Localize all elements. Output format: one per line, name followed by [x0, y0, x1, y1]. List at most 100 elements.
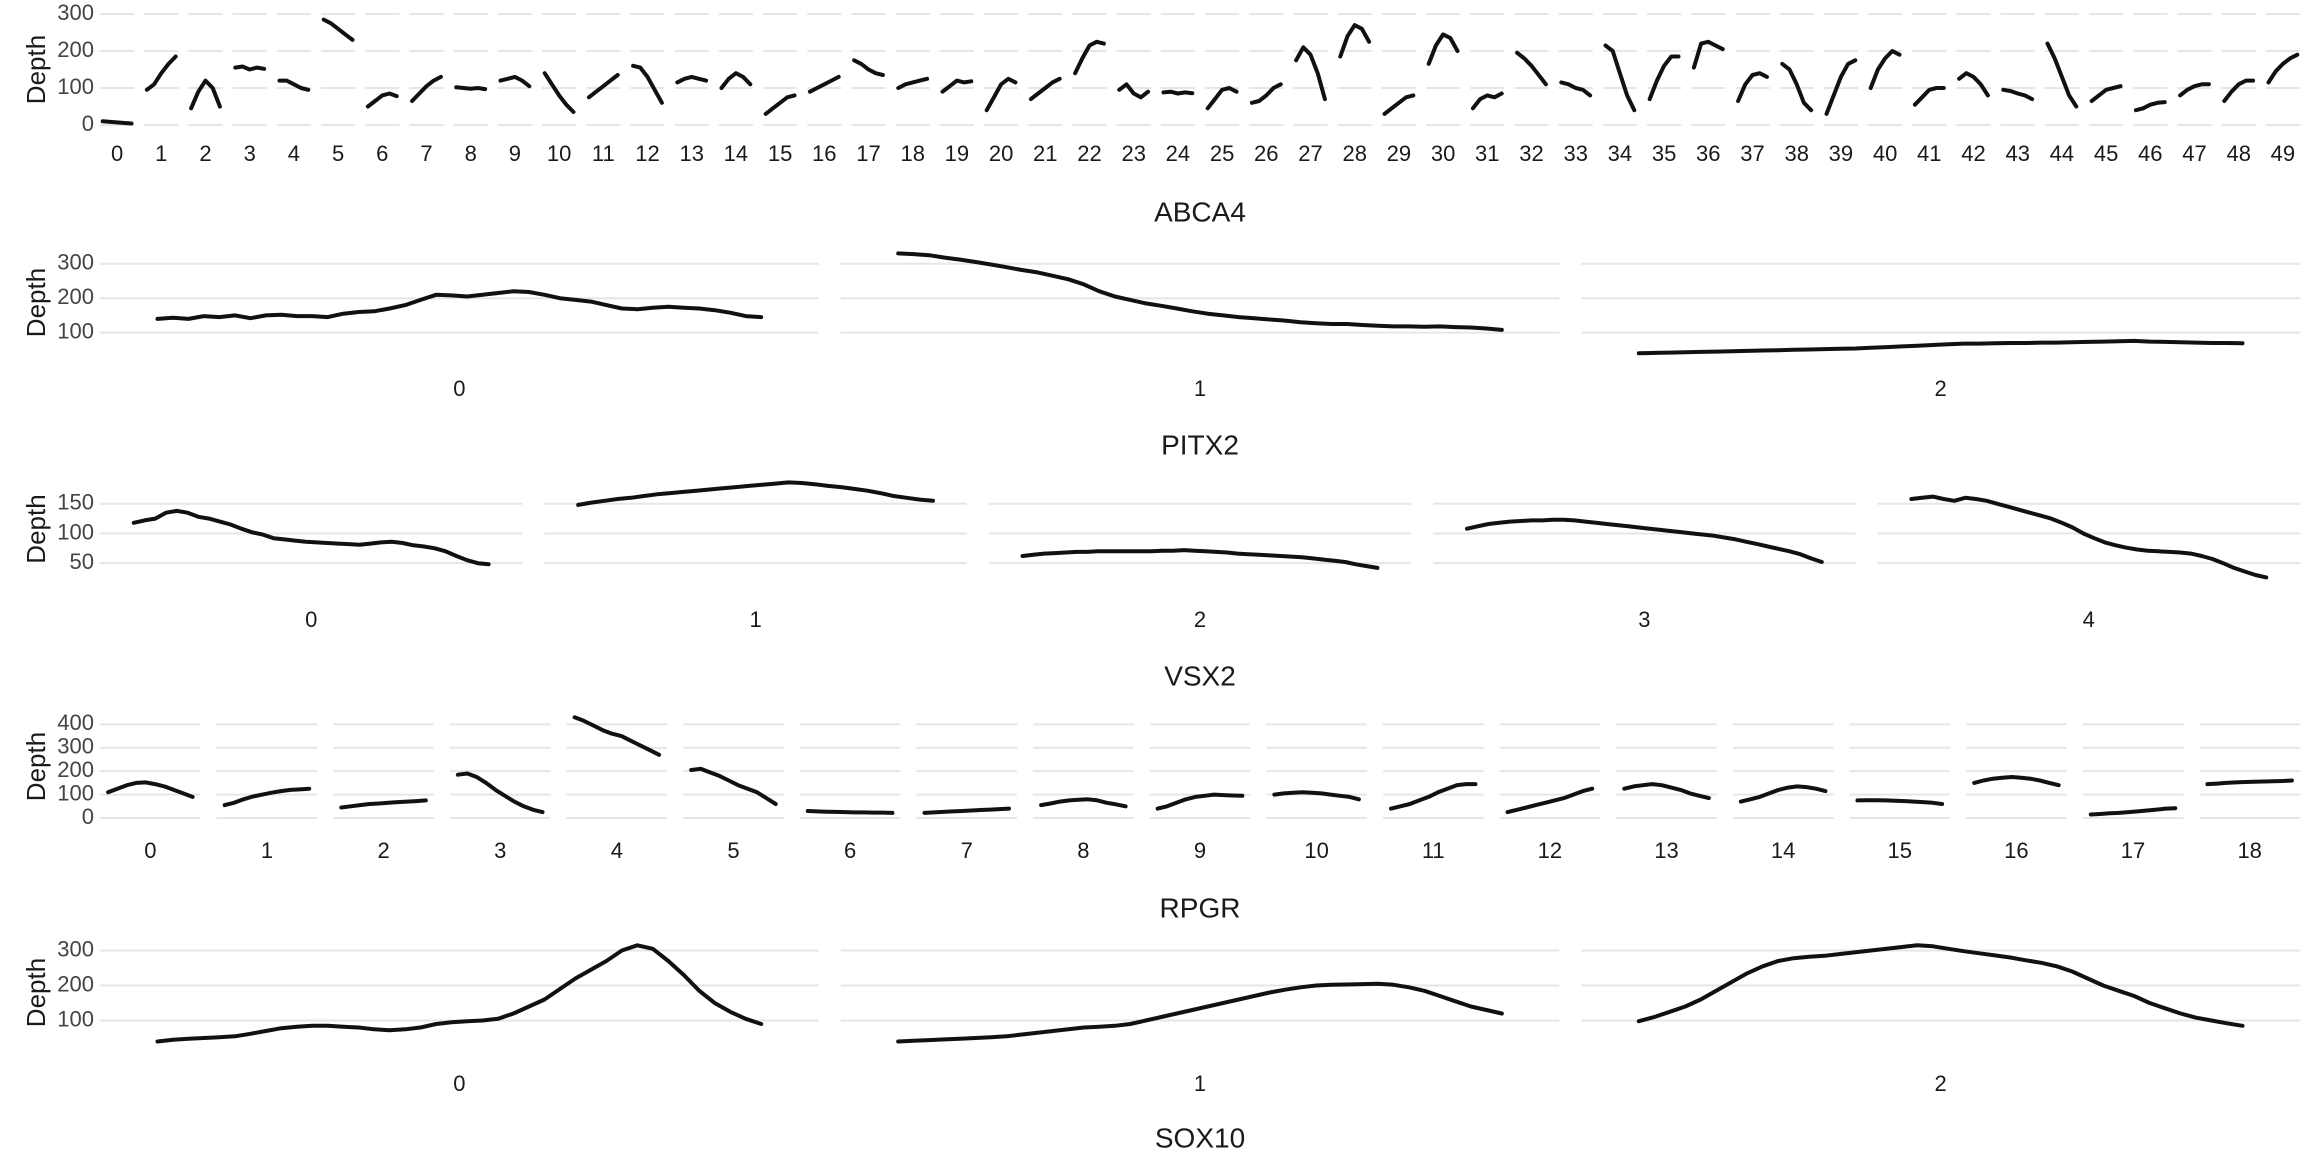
y-axis-title-sox10: Depth	[21, 958, 51, 1027]
series-line-abca4-25	[1205, 86, 1239, 111]
facet-label: 4	[611, 838, 623, 863]
y-tick-label: 0	[82, 111, 94, 136]
series-line-abca4-18	[896, 76, 930, 90]
series-line-rpgr-8	[1039, 797, 1128, 809]
series-line-rpgr-4	[572, 715, 662, 757]
facet-label: 0	[453, 376, 465, 401]
series-line-abca4-12	[631, 63, 664, 105]
y-tick-label: 50	[70, 549, 94, 574]
facet-label: 12	[635, 141, 659, 166]
facet-label: 45	[2094, 141, 2118, 166]
facet-label: 1	[261, 838, 273, 863]
series-line-abca4-15	[763, 93, 797, 116]
series-line-abca4-43	[2001, 87, 2035, 102]
series-line-abca4-48	[2222, 78, 2256, 103]
y-tick-label: 100	[57, 519, 94, 544]
facet-label: 40	[1873, 141, 1897, 166]
series-line-abca4-41	[1912, 86, 1946, 107]
facet-label: 5	[727, 838, 739, 863]
facet-label: 3	[494, 838, 506, 863]
facet-label: 29	[1387, 141, 1411, 166]
series-line-sox10-0	[155, 943, 764, 1044]
facet-label: 17	[856, 141, 880, 166]
series-line-abca4-1	[144, 54, 178, 92]
facet-label: 1	[155, 141, 167, 166]
y-tick-label: 300	[57, 250, 94, 275]
facet-label: 26	[1254, 141, 1278, 166]
series-line-rpgr-7	[922, 806, 1011, 815]
facet-label: 10	[1304, 838, 1328, 863]
facet-label: 38	[1784, 141, 1808, 166]
series-line-vsx2-1	[576, 480, 935, 507]
facet-label: 9	[1194, 838, 1206, 863]
facet-label: 2	[377, 838, 389, 863]
series-line-abca4-23	[1117, 82, 1151, 100]
series-line-abca4-2	[189, 78, 222, 111]
series-line-rpgr-10	[1272, 790, 1361, 802]
series-line-abca4-44	[2045, 41, 2079, 109]
facet-label: 49	[2271, 141, 2295, 166]
facet-label: 15	[1888, 838, 1912, 863]
facet-label: 5	[332, 141, 344, 166]
series-line-vsx2-0	[131, 508, 491, 567]
series-line-rpgr-0	[106, 780, 195, 799]
series-line-abca4-8	[454, 85, 488, 92]
facet-label: 44	[2050, 141, 2074, 166]
series-line-rpgr-5	[689, 766, 778, 806]
facet-label: 33	[1563, 141, 1587, 166]
series-line-rpgr-12	[1505, 786, 1595, 815]
facet-label: 0	[453, 1071, 465, 1096]
series-line-abca4-10	[542, 71, 576, 114]
series-line-abca4-9	[498, 74, 532, 89]
facet-label: 34	[1608, 141, 1632, 166]
series-line-abca4-22	[1073, 39, 1106, 76]
gene-title-sox10: SOX10	[1155, 1122, 1245, 1152]
facet-label: 31	[1475, 141, 1499, 166]
y-axis-title-abca4: Depth	[21, 35, 51, 104]
series-line-rpgr-17	[2088, 806, 2178, 817]
y-tick-label: 100	[57, 318, 94, 343]
facet-label: 11	[592, 141, 615, 166]
facet-label: 36	[1696, 141, 1720, 166]
series-line-abca4-3	[233, 64, 267, 72]
facet-label: 24	[1166, 141, 1190, 166]
series-line-abca4-29	[1382, 93, 1416, 116]
series-line-abca4-20	[984, 76, 1018, 113]
facet-label: 27	[1298, 141, 1322, 166]
series-line-rpgr-18	[2205, 778, 2294, 787]
y-axis-title-rpgr: Depth	[21, 732, 51, 801]
series-line-rpgr-11	[1389, 782, 1478, 811]
series-line-abca4-21	[1028, 76, 1062, 102]
facet-label: 39	[1829, 141, 1853, 166]
y-tick-label: 100	[57, 74, 94, 99]
facet-label: 2	[1194, 607, 1206, 632]
facet-label: 37	[1740, 141, 1764, 166]
facet-label: 12	[1538, 838, 1562, 863]
y-tick-label: 150	[57, 490, 94, 515]
series-line-abca4-17	[852, 58, 885, 77]
series-line-pitx2-1	[896, 251, 1504, 332]
series-line-abca4-35	[1647, 54, 1681, 102]
facet-label: 4	[2083, 607, 2095, 632]
y-tick-label: 300	[57, 734, 94, 759]
facet-label: 0	[111, 141, 123, 166]
facet-label: 20	[989, 141, 1013, 166]
facet-label: 0	[305, 607, 317, 632]
series-line-abca4-28	[1338, 23, 1372, 59]
facet-label: 22	[1077, 141, 1101, 166]
facet-label: 41	[1917, 141, 1941, 166]
facet-label: 16	[812, 141, 836, 166]
facet-label: 10	[547, 141, 571, 166]
series-line-sox10-2	[1636, 943, 2245, 1028]
facet-label: 35	[1652, 141, 1676, 166]
y-tick-label: 300	[57, 936, 94, 961]
facet-label: 2	[1935, 376, 1947, 401]
series-line-abca4-45	[2089, 84, 2123, 103]
series-line-abca4-34	[1603, 43, 1637, 113]
series-line-abca4-32	[1515, 50, 1548, 87]
gene-title-abca4: ABCA4	[1154, 196, 1246, 227]
y-tick-label: 200	[57, 37, 94, 62]
facet-label: 46	[2138, 141, 2162, 166]
series-line-rpgr-15	[1855, 798, 1945, 806]
facet-label: 7	[961, 838, 973, 863]
